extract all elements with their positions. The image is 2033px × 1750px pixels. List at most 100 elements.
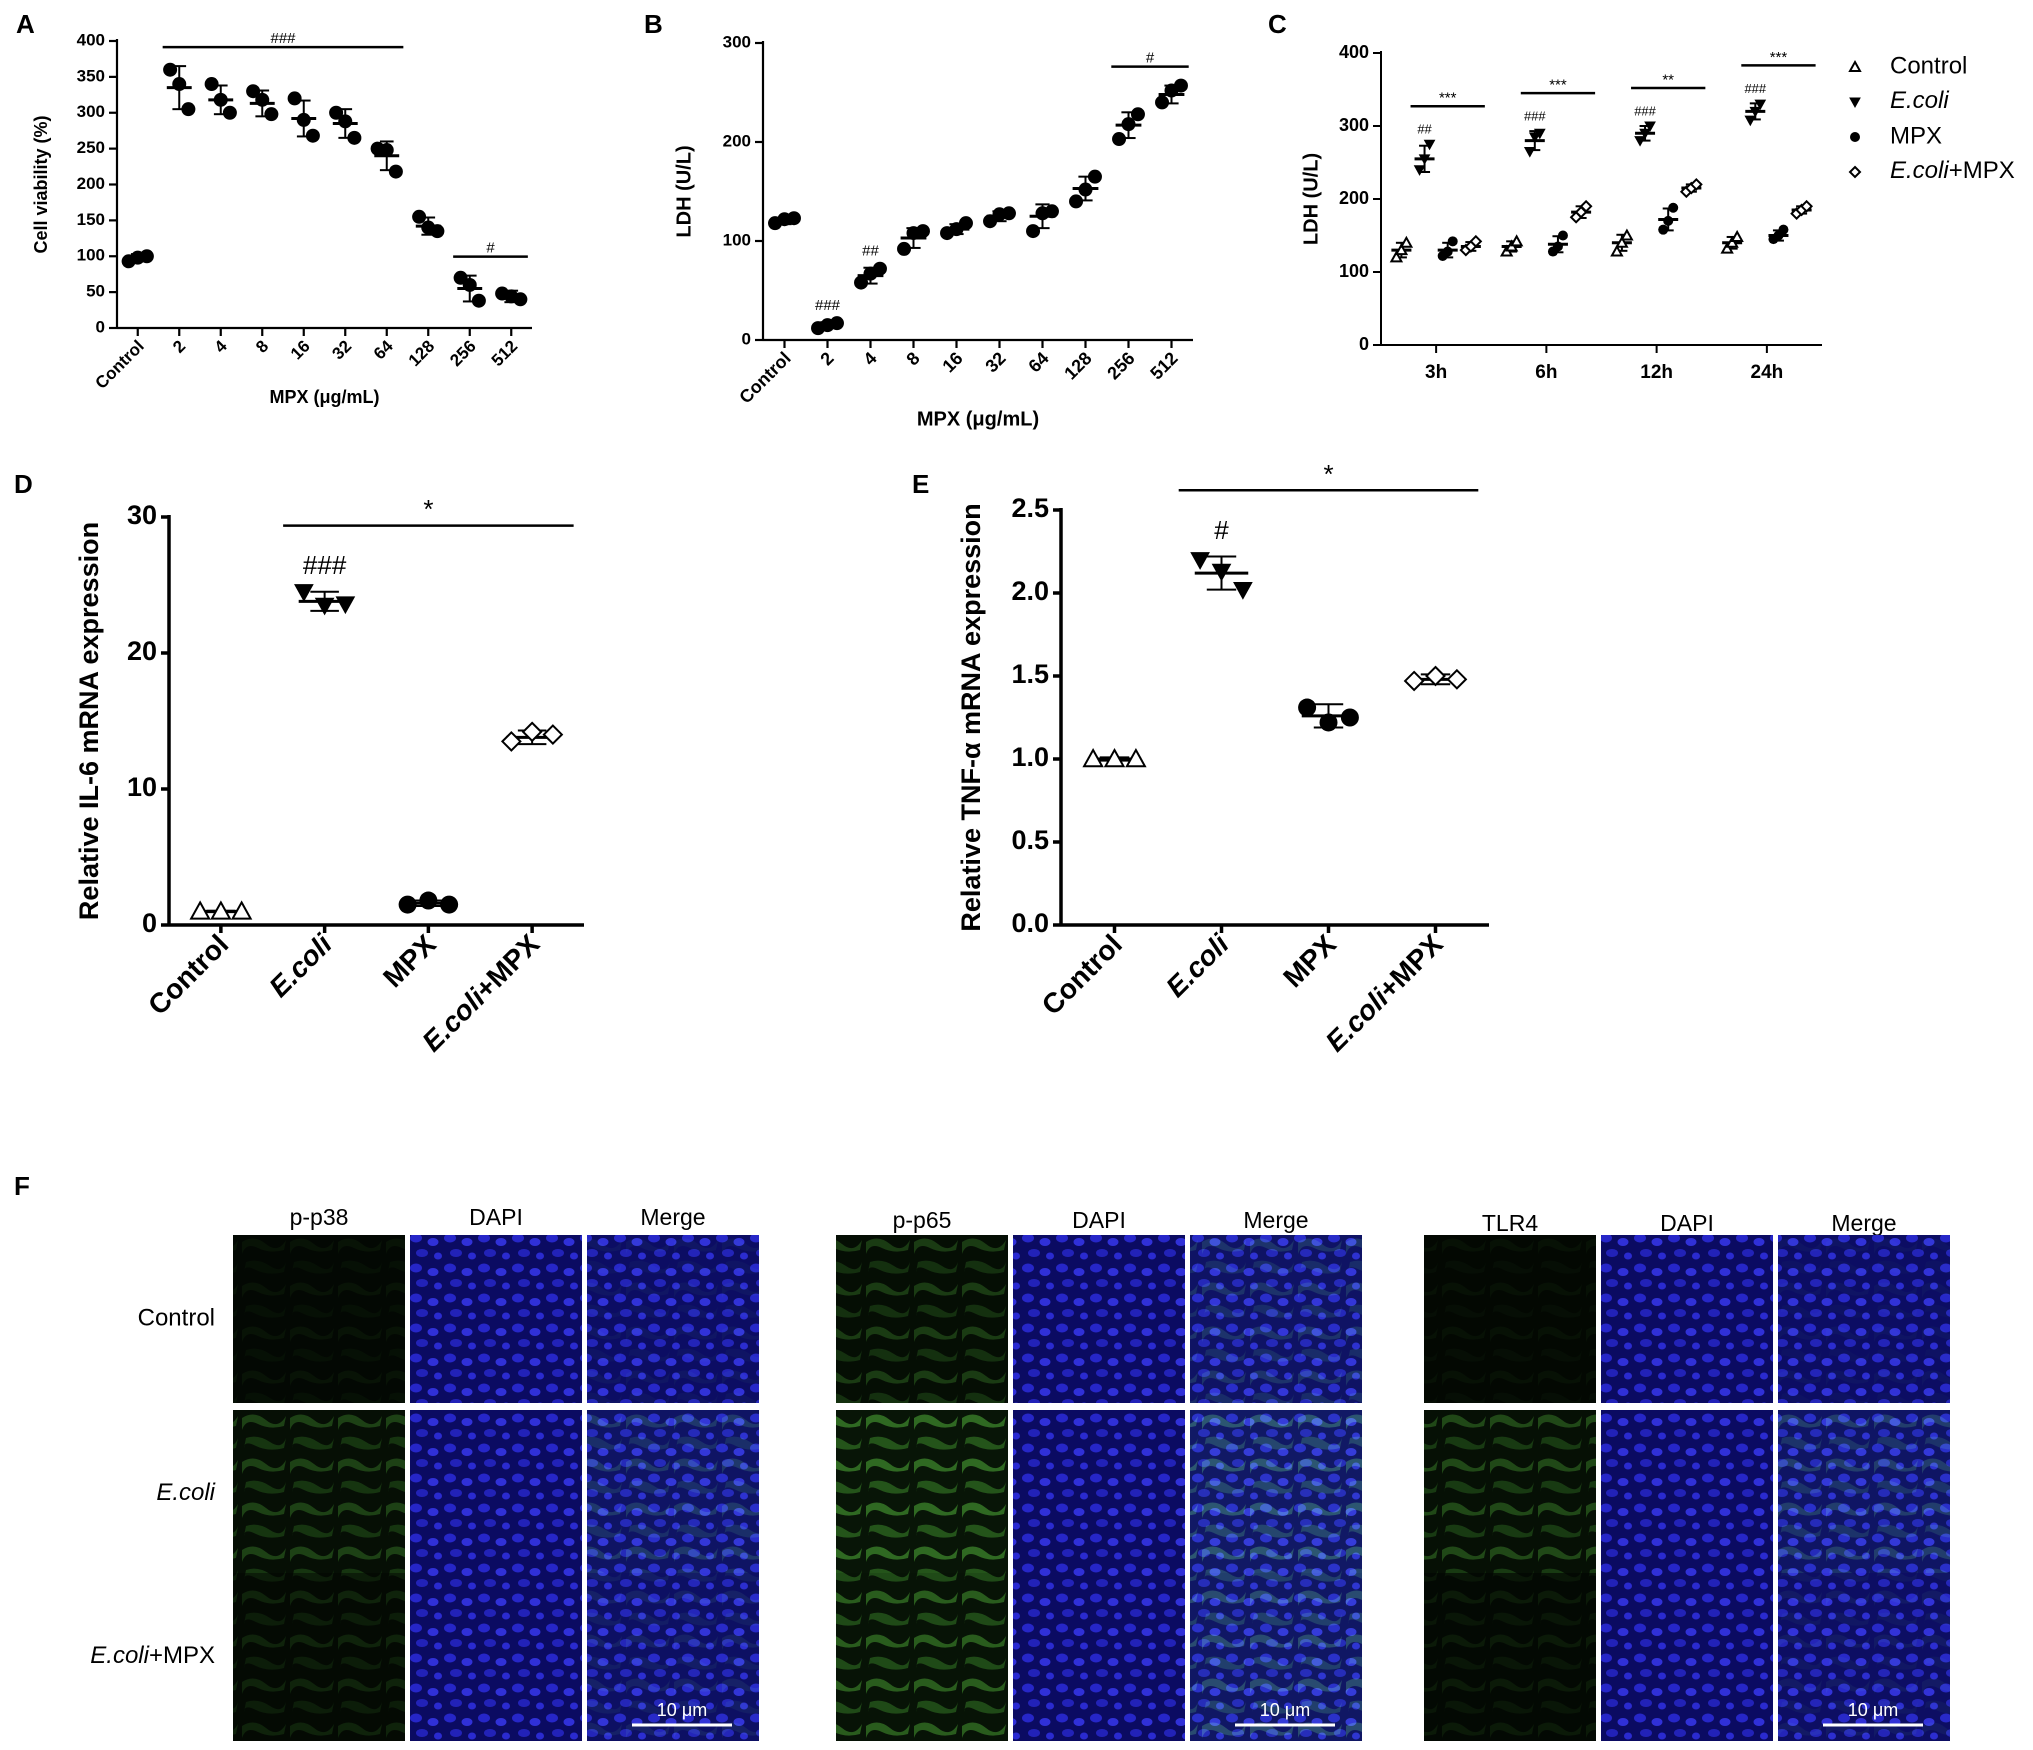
data-point bbox=[1125, 747, 1147, 768]
panel-label: F bbox=[14, 1171, 30, 1201]
panel-label: C bbox=[1268, 9, 1287, 39]
data-point bbox=[1778, 224, 1789, 235]
data-point bbox=[1720, 241, 1734, 254]
data-point bbox=[388, 164, 403, 179]
x-axis-title: MPX (μg/mL) bbox=[917, 408, 1039, 430]
data-point bbox=[1754, 99, 1767, 111]
data-point bbox=[255, 92, 270, 107]
data-point bbox=[1610, 244, 1624, 257]
data-point bbox=[1399, 235, 1414, 248]
data-point bbox=[305, 128, 320, 143]
merge-overlay bbox=[587, 1573, 759, 1741]
x-tick-label: 3h bbox=[1425, 362, 1447, 383]
data-point bbox=[1425, 665, 1446, 687]
data-point bbox=[1130, 107, 1145, 122]
x-tick-label: 8 bbox=[252, 337, 272, 357]
y-tick-label: 0 bbox=[142, 908, 157, 938]
data-point bbox=[829, 316, 844, 331]
y-tick-label: 1.5 bbox=[1011, 659, 1049, 689]
data-point bbox=[1044, 204, 1059, 219]
green-signal bbox=[233, 1410, 405, 1578]
data-point bbox=[1730, 229, 1744, 242]
y-tick-label: 300 bbox=[77, 102, 105, 121]
data-point bbox=[1173, 78, 1188, 93]
data-point bbox=[189, 900, 211, 920]
x-tick-label: E.coli bbox=[263, 928, 339, 1004]
x-tick-label: Control bbox=[735, 348, 794, 407]
data-point bbox=[471, 293, 486, 308]
legend-label: E.coli+MPX bbox=[1890, 157, 2015, 184]
y-tick-label: 300 bbox=[1339, 115, 1369, 135]
column-title: TLR4 bbox=[1482, 1210, 1538, 1236]
significance-mark: *** bbox=[1770, 49, 1788, 66]
text-part: E.coli bbox=[263, 928, 339, 1004]
data-point bbox=[1552, 241, 1563, 252]
merge-overlay bbox=[1190, 1235, 1362, 1403]
y-tick-label: 200 bbox=[77, 174, 105, 193]
data-point bbox=[1155, 95, 1170, 110]
y-tick-label: 200 bbox=[1339, 188, 1369, 208]
x-tick-label: 24h bbox=[1751, 362, 1784, 383]
y-axis-title: Relative TNF-α mRNA expression bbox=[956, 503, 986, 931]
data-point bbox=[1001, 206, 1016, 221]
significance-mark: * bbox=[1323, 459, 1333, 489]
green-signal bbox=[233, 1573, 405, 1741]
data-point bbox=[1298, 698, 1317, 717]
x-tick-label: 16 bbox=[938, 348, 966, 376]
data-point bbox=[1850, 132, 1860, 142]
y-tick-label: 2.5 bbox=[1011, 493, 1049, 523]
data-point bbox=[419, 891, 438, 910]
legend-label: E.coli bbox=[1890, 87, 1949, 114]
data-point bbox=[398, 895, 417, 914]
dapi-channel bbox=[410, 1573, 582, 1741]
x-tick-label: 2 bbox=[169, 337, 189, 357]
significance-mark: ### bbox=[815, 297, 841, 314]
y-tick-label: 0 bbox=[96, 317, 105, 336]
scale-bar-label: 10 μm bbox=[1848, 1700, 1898, 1720]
text-part: +MPX bbox=[1949, 157, 2015, 184]
data-point bbox=[1469, 234, 1483, 248]
y-tick-label: 400 bbox=[1339, 42, 1369, 62]
x-tick-label: 256 bbox=[446, 337, 479, 370]
y-tick-label: 0.0 bbox=[1011, 908, 1049, 938]
data-point bbox=[1389, 250, 1404, 263]
x-tick-label: 8 bbox=[902, 348, 923, 369]
x-tick-label: 12h bbox=[1640, 362, 1673, 383]
data-point bbox=[513, 292, 528, 307]
data-point bbox=[1744, 115, 1757, 127]
data-point bbox=[1749, 106, 1762, 118]
data-point bbox=[1557, 230, 1568, 241]
significance-mark: ### bbox=[270, 30, 296, 47]
y-axis-title: LDH (U/L) bbox=[1300, 153, 1322, 245]
dapi-channel bbox=[1013, 1573, 1185, 1741]
data-point bbox=[1523, 147, 1536, 158]
legend-label: Control bbox=[1890, 52, 1967, 79]
significance-mark: *** bbox=[1439, 90, 1457, 107]
x-tick-label: Control bbox=[142, 929, 234, 1021]
green-signal bbox=[836, 1573, 1008, 1741]
significance-mark: # bbox=[1214, 515, 1229, 545]
data-point bbox=[1800, 199, 1814, 213]
data-point bbox=[246, 84, 261, 99]
data-point bbox=[347, 130, 362, 145]
significance-mark: ## bbox=[1417, 122, 1432, 137]
data-point bbox=[1403, 670, 1425, 692]
significance-mark: # bbox=[486, 239, 495, 256]
merge-overlay bbox=[587, 1235, 759, 1403]
y-tick-label: 100 bbox=[77, 246, 105, 265]
data-point bbox=[430, 224, 445, 239]
column-title: DAPI bbox=[1660, 1210, 1714, 1236]
data-point bbox=[500, 730, 522, 752]
x-tick-label: Control bbox=[1036, 929, 1128, 1021]
significance-mark: ## bbox=[862, 243, 879, 260]
merge-overlay bbox=[587, 1410, 759, 1578]
significance-mark: *** bbox=[1549, 77, 1567, 94]
text-part: E.coli bbox=[1160, 928, 1236, 1004]
significance-mark: * bbox=[423, 494, 433, 524]
dapi-channel bbox=[1601, 1410, 1773, 1578]
data-point bbox=[204, 77, 219, 92]
y-tick-label: 0 bbox=[742, 329, 751, 348]
y-axis-title: Cell viability (%) bbox=[31, 115, 51, 253]
row-label: Control bbox=[138, 1304, 215, 1331]
data-point bbox=[1103, 747, 1126, 768]
